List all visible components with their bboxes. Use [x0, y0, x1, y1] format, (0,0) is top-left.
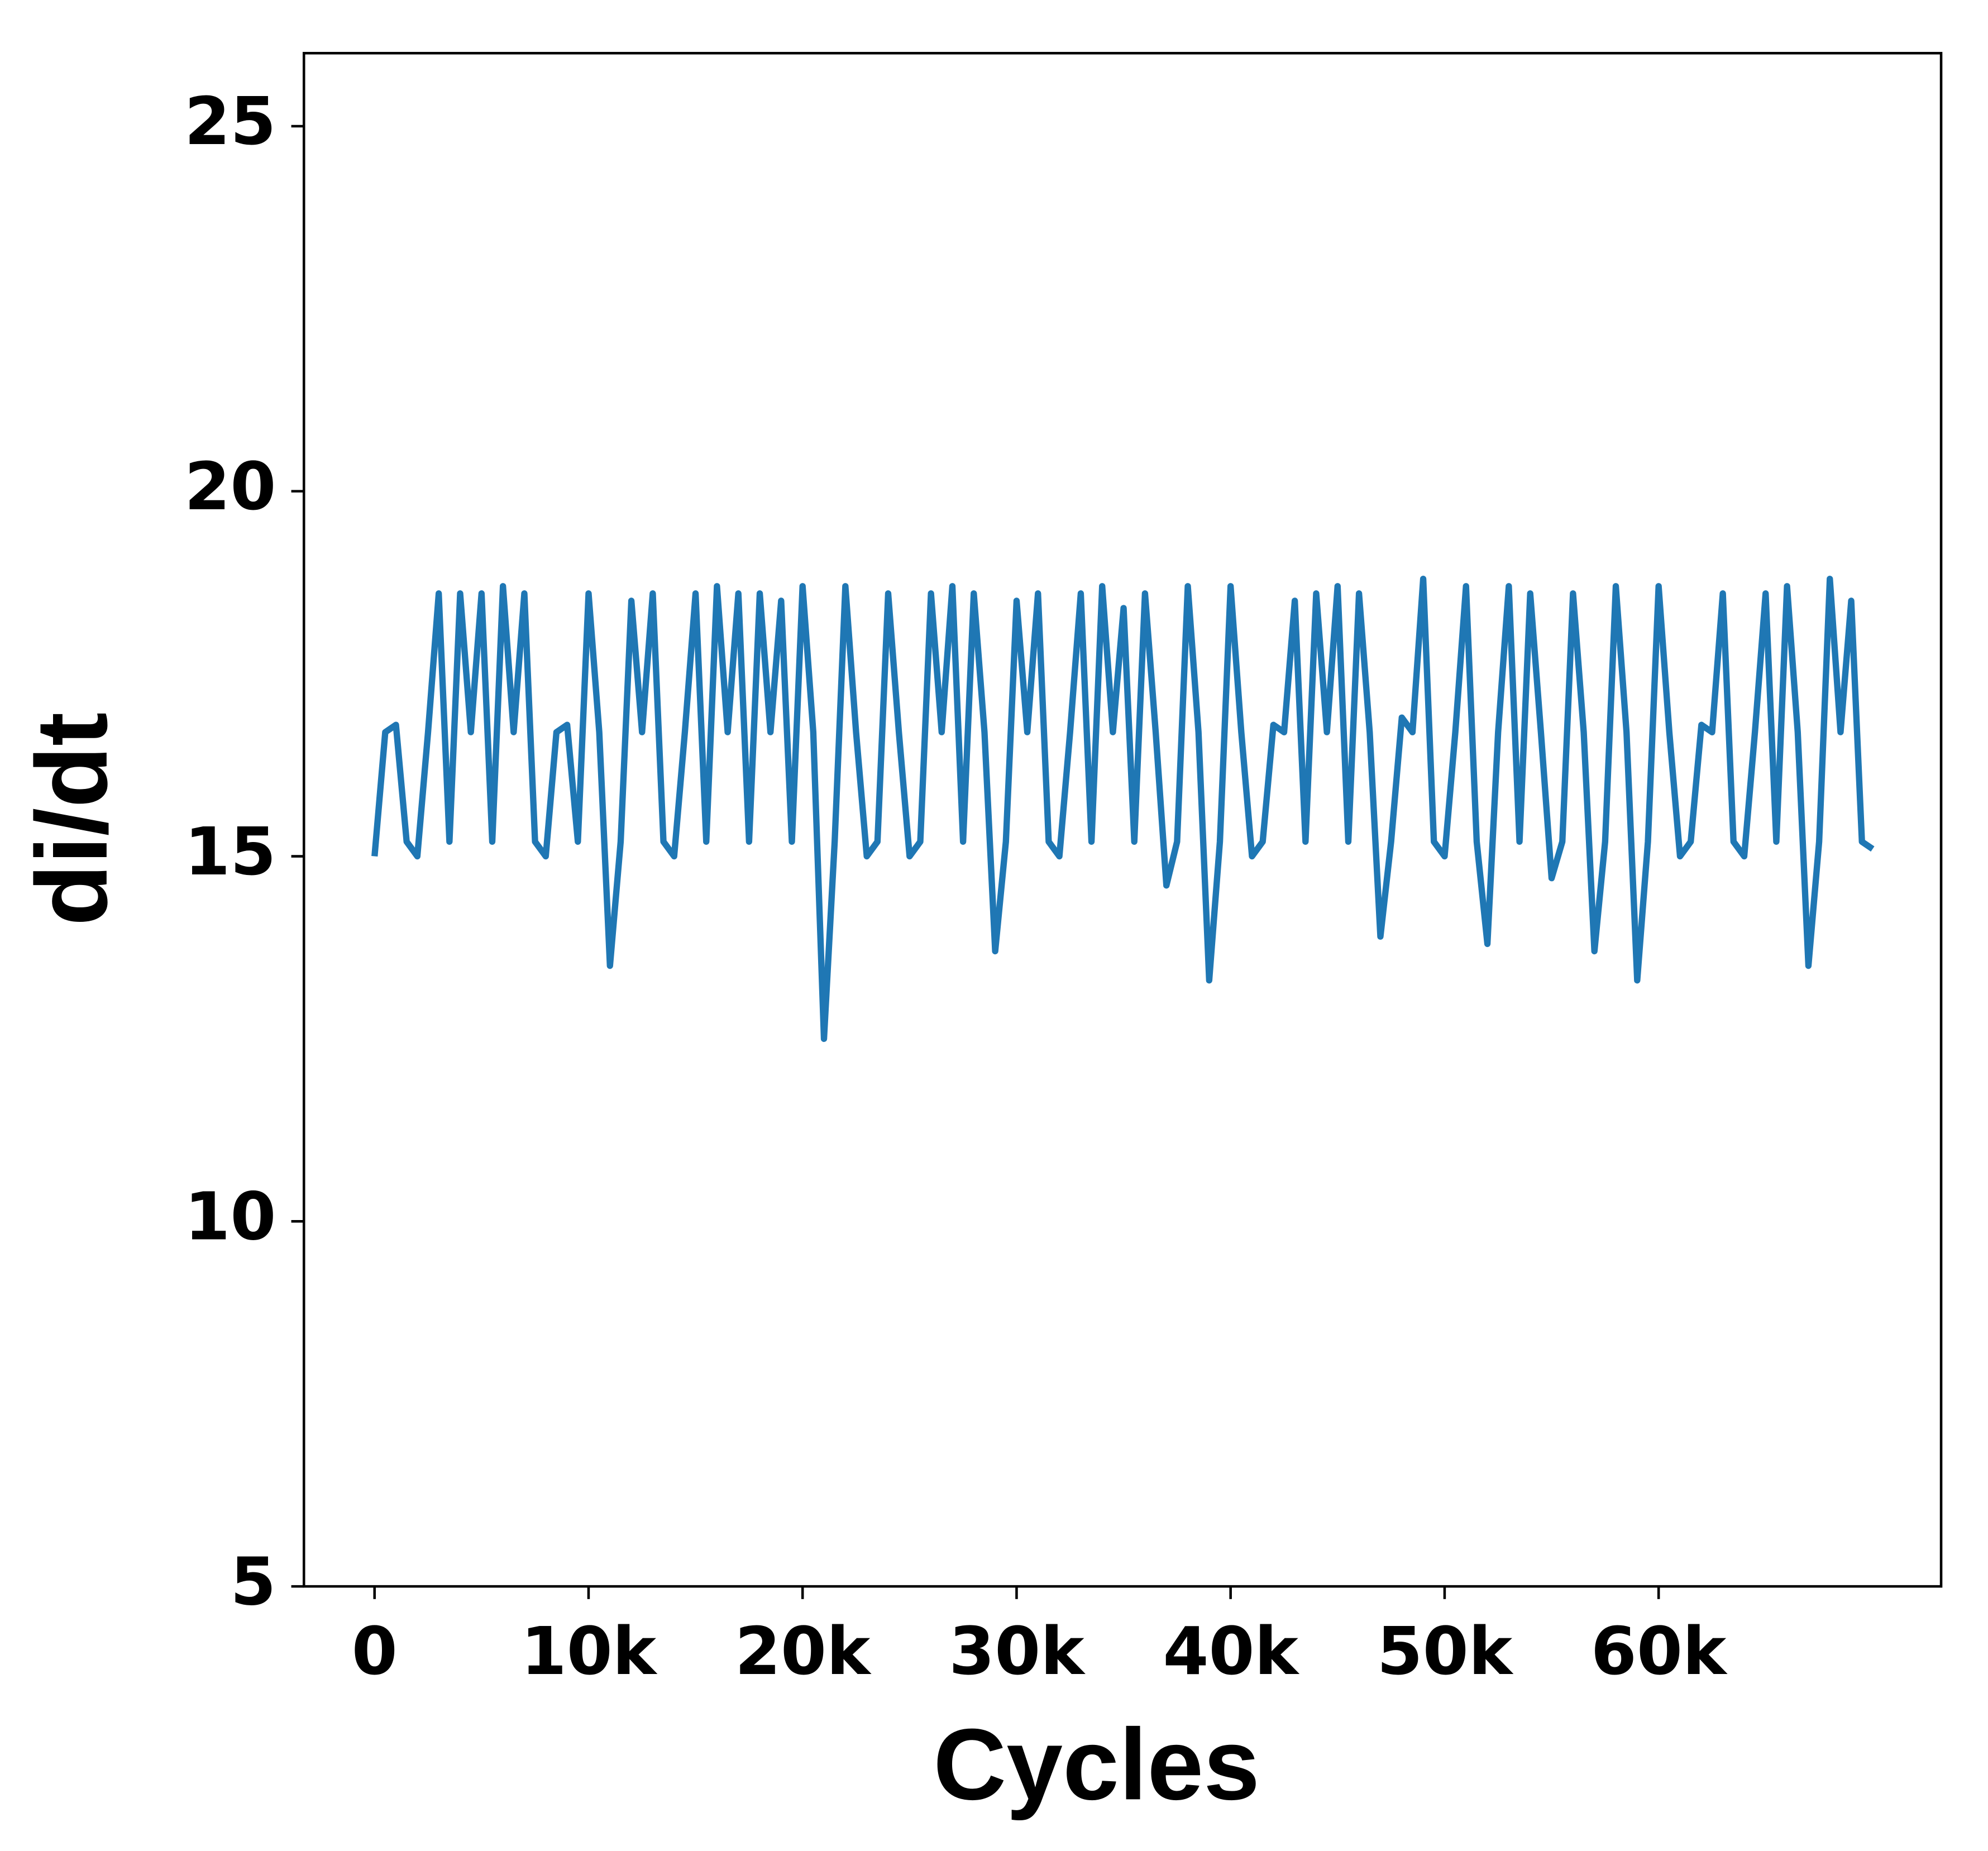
x-tick-label: 40k: [1163, 1613, 1299, 1690]
x-tick-label: 30k: [949, 1613, 1086, 1690]
x-tick-label: 10k: [521, 1613, 658, 1690]
y-axis-label: di/dt: [16, 712, 128, 926]
data-line: [371, 576, 1875, 1042]
y-tick-label: 20: [184, 448, 276, 525]
y-tick-label: 15: [184, 814, 276, 890]
x-tick-label: 50k: [1377, 1613, 1514, 1690]
plot-frame: [302, 51, 1943, 1588]
x-tick-label: 60k: [1591, 1613, 1728, 1690]
x-tick-label: 0: [352, 1613, 398, 1690]
x-axis-label: Cycles: [933, 1708, 1260, 1821]
y-tick-label: 25: [184, 83, 276, 160]
y-tick-label: 5: [230, 1543, 276, 1620]
y-tick-label: 10: [184, 1179, 276, 1255]
x-tick-label: 20k: [735, 1613, 872, 1690]
